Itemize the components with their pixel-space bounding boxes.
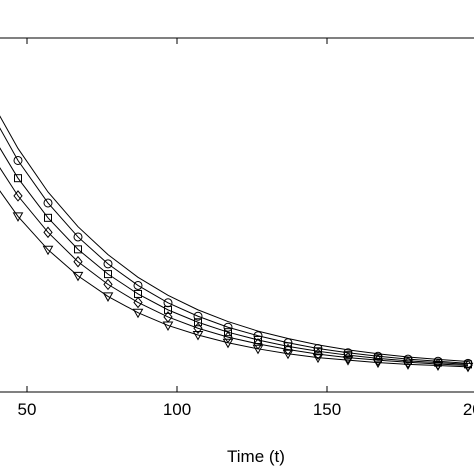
marker-square — [164, 305, 172, 314]
marker-triangle — [102, 292, 114, 302]
marker-triangle — [432, 361, 444, 371]
marker-triangle — [192, 331, 204, 341]
marker-triangle — [312, 353, 324, 364]
x-tick-label: 200 — [463, 400, 474, 419]
marker-triangle — [222, 338, 234, 349]
marker-circle — [133, 280, 143, 290]
marker-diamond — [73, 255, 83, 268]
marker-triangle — [252, 344, 264, 355]
marker-triangle — [72, 271, 84, 282]
marker-square — [14, 174, 22, 183]
x-tick-label: 150 — [313, 400, 341, 419]
marker-square — [224, 328, 232, 337]
marker-triangle — [12, 212, 24, 222]
marker-circle — [223, 322, 233, 332]
marker-circle — [43, 198, 53, 208]
series-line — [0, 167, 469, 366]
marker-triangle — [132, 308, 144, 319]
marker-circle — [103, 259, 113, 269]
marker-triangle — [282, 349, 294, 360]
marker-triangle — [42, 245, 54, 256]
x-tick-label: 50 — [18, 400, 37, 419]
series-line — [0, 115, 469, 363]
marker-triangle — [462, 362, 474, 373]
series-line — [0, 190, 469, 368]
marker-square — [344, 351, 352, 360]
marker-circle — [13, 155, 23, 165]
marker-diamond — [373, 354, 383, 366]
marker-diamond — [343, 351, 353, 364]
marker-diamond — [223, 331, 233, 343]
marker-square — [194, 318, 202, 327]
marker-circle — [193, 311, 203, 321]
marker-diamond — [283, 343, 293, 356]
marker-triangle — [342, 356, 354, 366]
marker-circle — [73, 232, 83, 242]
x-axis-label: Time (t) — [227, 447, 285, 466]
marker-square — [44, 213, 52, 222]
marker-triangle — [372, 358, 384, 369]
marker-diamond — [13, 190, 23, 202]
marker-diamond — [313, 348, 323, 360]
marker-diamond — [43, 226, 53, 239]
marker-diamond — [133, 296, 143, 309]
x-tick-label: 100 — [163, 400, 191, 419]
series-line — [0, 127, 469, 364]
marker-square — [74, 245, 82, 254]
marker-diamond — [193, 322, 203, 335]
marker-triangle — [402, 360, 414, 370]
marker-square — [104, 270, 112, 279]
marker-square — [314, 347, 322, 356]
marker-triangle — [162, 321, 174, 331]
marker-diamond — [103, 278, 113, 291]
